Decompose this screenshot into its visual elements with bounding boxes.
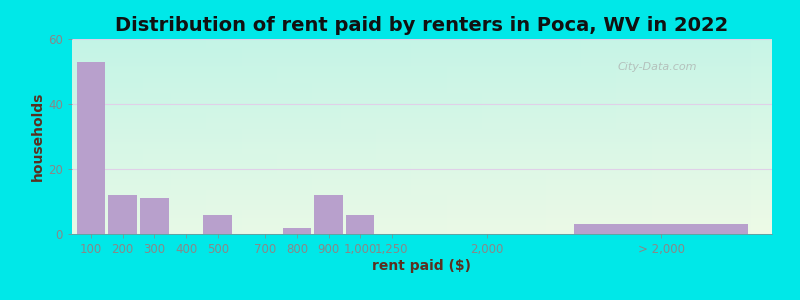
Text: City-Data.com: City-Data.com: [618, 62, 698, 72]
Bar: [203, 214, 232, 234]
Bar: [282, 227, 311, 234]
Bar: [314, 195, 343, 234]
X-axis label: rent paid ($): rent paid ($): [373, 259, 471, 273]
Bar: [574, 224, 748, 234]
Title: Distribution of rent paid by renters in Poca, WV in 2022: Distribution of rent paid by renters in …: [115, 16, 729, 35]
Bar: [109, 195, 137, 234]
Y-axis label: households: households: [31, 92, 46, 181]
Bar: [140, 198, 169, 234]
Bar: [346, 214, 374, 234]
Bar: [77, 62, 106, 234]
